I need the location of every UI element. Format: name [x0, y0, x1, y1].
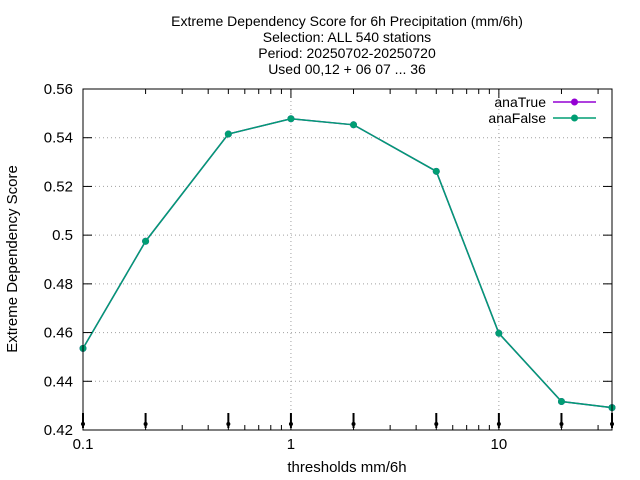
- legend-swatch-point: [571, 98, 578, 106]
- series-anaFalse: [79, 115, 616, 412]
- x-tick-labels: 0.1 1 10: [73, 436, 508, 453]
- data-point: [495, 329, 503, 337]
- y-tick-label: 0.48: [44, 276, 73, 293]
- x-tick-label: 10: [491, 436, 508, 453]
- grid-lines: [83, 89, 612, 430]
- y-tick-label: 0.52: [44, 178, 73, 195]
- x-tick-label: 0.1: [73, 436, 94, 453]
- legend-swatch-point: [571, 114, 578, 122]
- data-point: [142, 237, 150, 245]
- y-tick-label: 0.42: [44, 422, 73, 439]
- chart-title: Extreme Dependency Score for 6h Precipit…: [171, 13, 523, 77]
- axes: [82, 88, 613, 431]
- data-point: [557, 398, 565, 406]
- data-point: [432, 167, 440, 175]
- series-layer: [79, 115, 616, 412]
- title-line-3: Period: 20250702-20250720: [258, 45, 436, 61]
- observation-marker-dot: [434, 422, 439, 426]
- y-tick-label: 0.54: [44, 130, 73, 147]
- observation-marker-dot: [351, 422, 356, 426]
- observation-markers: [81, 413, 614, 428]
- y-tick-labels: 0.42 0.44 0.46 0.48 0.5 0.52 0.54 0.56: [44, 81, 73, 439]
- x-tick-label: 1: [287, 436, 295, 453]
- legend-label: anaFalse: [488, 110, 546, 126]
- observation-marker-dot: [143, 422, 148, 426]
- y-axis-label: Extreme Dependency Score: [4, 165, 21, 353]
- series-anaTrue: [79, 115, 616, 412]
- observation-marker-dot: [226, 422, 231, 426]
- data-point: [224, 130, 232, 138]
- y-tick-label: 0.5: [52, 227, 73, 244]
- title-line-2: Selection: ALL 540 stations: [263, 29, 431, 45]
- y-tick-label: 0.56: [44, 81, 73, 98]
- series-line: [82, 117, 613, 409]
- series-line: [82, 117, 613, 409]
- x-axis-label: thresholds mm/6h: [287, 459, 406, 476]
- y-tick-label: 0.44: [44, 373, 73, 390]
- data-point: [350, 121, 358, 129]
- title-line-4: Used 00,12 + 06 07 ... 36: [268, 61, 426, 77]
- plot-frame: [82, 88, 613, 431]
- data-point: [287, 115, 295, 123]
- y-tick-label: 0.46: [44, 325, 73, 342]
- observation-marker-dot: [559, 422, 564, 426]
- legend-label: anaTrue: [494, 94, 546, 110]
- title-line-1: Extreme Dependency Score for 6h Precipit…: [171, 13, 523, 29]
